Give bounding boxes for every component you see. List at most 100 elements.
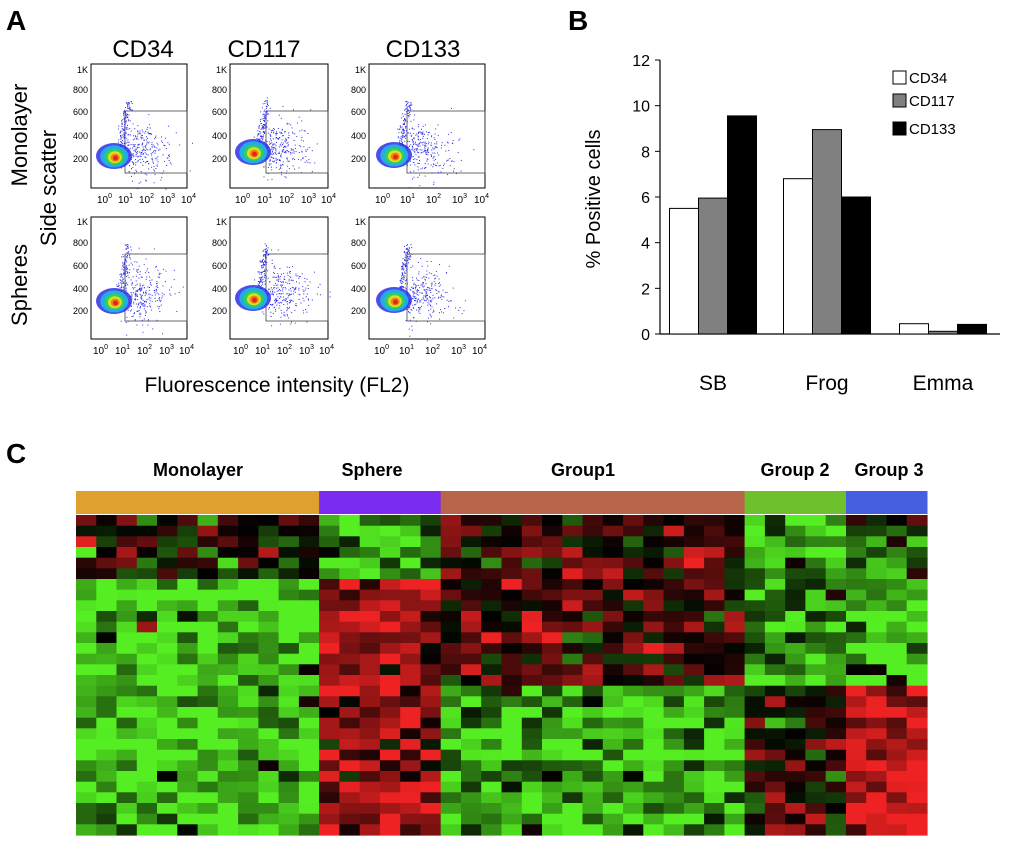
- heatmap-cell: [825, 760, 847, 772]
- heatmap-cell: [258, 728, 280, 740]
- event-dot: [135, 155, 137, 157]
- event-dot: [134, 287, 136, 289]
- event-dot: [299, 145, 301, 147]
- heatmap-cell: [278, 696, 300, 708]
- density-cloud: [376, 244, 466, 342]
- event-dot: [149, 124, 151, 126]
- heatmap-cell: [785, 717, 807, 729]
- event-dot: [263, 277, 265, 279]
- event-dot: [147, 324, 149, 326]
- x-tick-label: 100: [374, 344, 389, 357]
- heatmap-cell: [724, 803, 746, 815]
- heatmap-cell: [521, 536, 543, 548]
- y-tick-label: 10: [632, 99, 650, 116]
- heatmap-cell: [440, 675, 462, 687]
- event-dot: [268, 254, 270, 255]
- heatmap-cell: [481, 579, 503, 591]
- event-dot: [286, 150, 288, 151]
- event-dot: [274, 265, 276, 267]
- event-dot: [428, 300, 430, 302]
- event-dot: [145, 300, 147, 302]
- event-dot: [137, 156, 139, 158]
- heatmap-cell: [501, 781, 523, 793]
- event-dot: [156, 164, 158, 166]
- event-dot: [264, 118, 266, 119]
- event-dot: [422, 144, 424, 146]
- heatmap-cell: [643, 675, 665, 687]
- heatmap-cell: [96, 813, 118, 825]
- heatmap-cell: [805, 525, 827, 537]
- event-dot: [290, 149, 292, 151]
- event-dot: [401, 281, 403, 283]
- heatmap-cell: [116, 675, 138, 687]
- event-dot: [145, 290, 147, 292]
- event-dot: [417, 151, 419, 153]
- event-dot: [153, 162, 154, 164]
- heatmap-cell: [805, 653, 827, 665]
- heatmap-cell: [501, 707, 523, 719]
- x-tick-label: 103: [452, 193, 467, 206]
- heatmap-cell: [481, 696, 503, 708]
- heatmap-cell: [562, 653, 584, 665]
- event-dot: [254, 279, 255, 281]
- event-dot: [401, 141, 403, 143]
- heatmap-cell: [481, 653, 503, 665]
- event-dot: [127, 275, 129, 277]
- heatmap-cell: [623, 717, 644, 729]
- event-dot: [151, 158, 153, 160]
- heatmap-cell: [825, 589, 847, 601]
- event-dot: [292, 131, 293, 133]
- heatmap-cell: [258, 781, 280, 793]
- event-dot: [135, 169, 137, 171]
- y-tick-label: 1K: [355, 217, 366, 227]
- event-dot: [164, 145, 166, 146]
- heatmap-cell: [663, 557, 685, 569]
- event-dot: [134, 292, 136, 294]
- event-dot: [145, 147, 147, 149]
- event-dot: [287, 145, 289, 147]
- heatmap-cell: [724, 653, 746, 665]
- heatmap-cell: [359, 632, 381, 644]
- heatmap-cell: [116, 813, 138, 825]
- event-dot: [132, 162, 134, 164]
- event-dot: [425, 300, 427, 302]
- heatmap-cell: [258, 589, 280, 601]
- event-dot: [282, 146, 284, 148]
- event-dot: [411, 138, 413, 140]
- heatmap-cell: [96, 685, 118, 697]
- event-dot: [302, 157, 304, 159]
- event-dot: [418, 273, 420, 275]
- event-dot: [417, 162, 419, 164]
- event-dot: [446, 160, 448, 162]
- event-dot: [417, 145, 419, 147]
- event-dot: [291, 152, 293, 154]
- heatmap-cell: [704, 781, 725, 793]
- heatmap-cell: [359, 813, 381, 825]
- event-dot: [426, 260, 428, 262]
- heatmap-cell: [704, 525, 725, 537]
- heatmap-cell: [886, 739, 908, 751]
- heatmap-cell: [278, 589, 300, 601]
- density-cloud: [235, 97, 318, 181]
- heatmap-cell: [177, 760, 199, 772]
- event-dot: [150, 306, 152, 308]
- event-dot: [283, 314, 285, 316]
- heatmap-cell: [197, 803, 219, 815]
- heatmap-cell: [866, 557, 888, 569]
- event-dot: [264, 260, 266, 262]
- y-axis-label-percent-positive: % Positive cells: [583, 130, 605, 269]
- event-dot: [426, 297, 428, 299]
- event-dot: [128, 107, 129, 109]
- event-dot: [424, 276, 426, 278]
- event-dot: [399, 286, 401, 288]
- heatmap-cell: [521, 600, 543, 612]
- event-dot: [145, 130, 147, 132]
- heatmap-cell: [96, 632, 118, 644]
- y-tick-label: 400: [351, 284, 366, 294]
- event-dot: [401, 273, 403, 274]
- event-dot: [130, 109, 132, 111]
- density-cloud: [235, 243, 331, 327]
- event-dot: [141, 152, 143, 153]
- density-level: [393, 154, 398, 160]
- heatmap-cell: [298, 792, 320, 804]
